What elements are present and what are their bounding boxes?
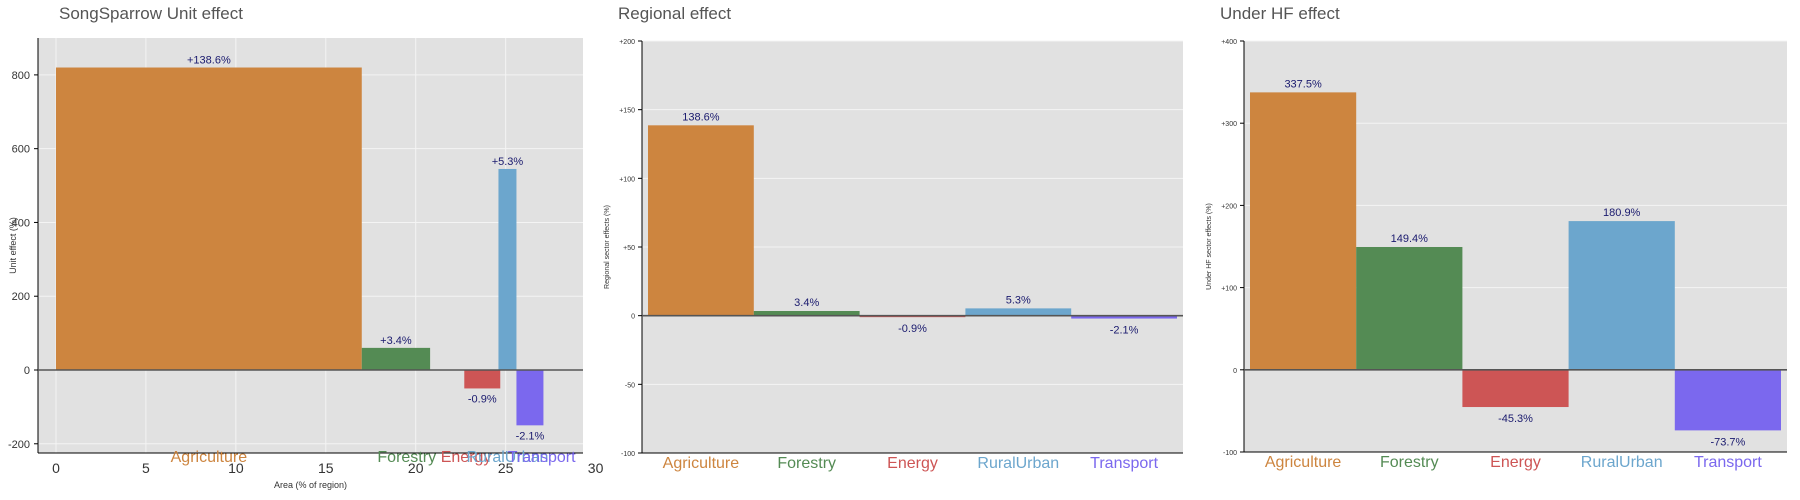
bar-agriculture xyxy=(55,67,362,370)
y-tick-label: 200 xyxy=(12,291,30,303)
data-label-transport: -73.7% xyxy=(1710,436,1745,448)
x-tick-label: 30 xyxy=(588,460,604,476)
data-label-transport: -2.1% xyxy=(516,430,545,442)
y-tick-label: 800 xyxy=(12,70,30,82)
y-tick-label: 0 xyxy=(24,365,30,377)
bar-forestry xyxy=(361,347,431,370)
data-label-forestry: 3.4% xyxy=(794,297,819,309)
y-tick-label: -100 xyxy=(621,451,635,458)
category-label-transport: Transport xyxy=(1090,455,1158,472)
category-label-ruralurban: RuralUrban xyxy=(1581,454,1663,471)
category-label-agriculture: Agriculture xyxy=(1265,454,1342,471)
bar-agriculture xyxy=(1250,92,1357,370)
y-axis-title: Under HF sector effects (%) xyxy=(1206,203,1213,290)
bar-ruralurban xyxy=(1568,221,1675,370)
bar-energy xyxy=(1462,369,1569,408)
data-label-agriculture: 337.5% xyxy=(1284,78,1322,90)
category-label-ruralurban: RuralUrban xyxy=(977,455,1059,472)
data-label-agriculture: +138.6% xyxy=(187,55,231,67)
category-label-forestry: Forestry xyxy=(377,449,436,466)
y-tick-label: +100 xyxy=(1221,286,1237,293)
data-label-ruralurban: 180.9% xyxy=(1603,207,1641,219)
bar-forestry xyxy=(1356,246,1463,370)
y-axis-title: Unit effect (%) xyxy=(8,217,18,274)
category-label-forestry: Forestry xyxy=(1380,454,1439,471)
x-tick-label: 25 xyxy=(498,460,514,476)
category-label-agriculture: Agriculture xyxy=(663,455,740,472)
data-label-transport: -2.1% xyxy=(1110,325,1139,337)
category-label-transport: Transport xyxy=(508,449,576,466)
category-label-forestry: Forestry xyxy=(777,455,836,472)
y-tick-label: +200 xyxy=(1221,203,1237,210)
category-label-agriculture: Agriculture xyxy=(171,449,248,466)
category-label-energy: Energy xyxy=(887,455,938,472)
data-label-forestry: +3.4% xyxy=(380,335,412,347)
chart-title-unit-effect: SongSparrow Unit effect xyxy=(59,4,243,23)
x-tick-label: 15 xyxy=(318,460,334,476)
data-label-energy: -45.3% xyxy=(1498,413,1533,425)
y-tick-label: -50 xyxy=(625,382,635,389)
category-label-ruralurban: RuralUrban xyxy=(467,449,549,466)
y-tick-label: -200 xyxy=(8,439,30,451)
category-label-transport: Transport xyxy=(1694,454,1762,471)
bar-ruralurban xyxy=(965,308,1072,316)
y-tick-label: +100 xyxy=(619,176,635,183)
y-tick-label: +150 xyxy=(619,108,635,115)
y-tick-label: 600 xyxy=(12,144,30,156)
x-tick-label: 10 xyxy=(228,460,244,476)
y-tick-label: -100 xyxy=(1223,450,1237,457)
x-tick-label: 5 xyxy=(142,460,150,476)
x-tick-label: 0 xyxy=(52,460,60,476)
bar-forestry xyxy=(753,310,860,316)
y-tick-label: +300 xyxy=(1221,121,1237,128)
data-label-energy: -0.9% xyxy=(468,393,497,405)
bar-transport xyxy=(1071,315,1177,319)
bar-agriculture xyxy=(648,125,754,316)
data-label-ruralurban: +5.3% xyxy=(492,156,524,168)
category-label-energy: Energy xyxy=(441,449,492,466)
x-tick-label: 20 xyxy=(408,460,424,476)
bar-transport xyxy=(516,370,544,426)
bar-energy xyxy=(464,370,501,389)
chart-title-under-hf-effect: Under HF effect xyxy=(1220,4,1340,23)
data-label-forestry: 149.4% xyxy=(1391,233,1429,245)
y-tick-label: +50 xyxy=(623,245,635,252)
y-tick-label: 0 xyxy=(631,314,635,321)
bar-ruralurban xyxy=(498,168,517,370)
y-tick-label: +200 xyxy=(619,39,635,46)
data-label-energy: -0.9% xyxy=(898,323,927,335)
y-axis-title: Regional sector effects (%) xyxy=(604,205,611,289)
y-tick-label: 0 xyxy=(1233,368,1237,375)
data-label-agriculture: 138.6% xyxy=(682,111,720,123)
category-label-energy: Energy xyxy=(1490,454,1541,471)
data-label-ruralurban: 5.3% xyxy=(1006,294,1031,306)
y-tick-label: +400 xyxy=(1221,39,1237,46)
bar-transport xyxy=(1674,369,1781,431)
chart-title-regional-effect: Regional effect xyxy=(618,4,732,23)
y-tick-label: 400 xyxy=(12,217,30,229)
x-axis-title: Area (% of region) xyxy=(274,480,347,490)
